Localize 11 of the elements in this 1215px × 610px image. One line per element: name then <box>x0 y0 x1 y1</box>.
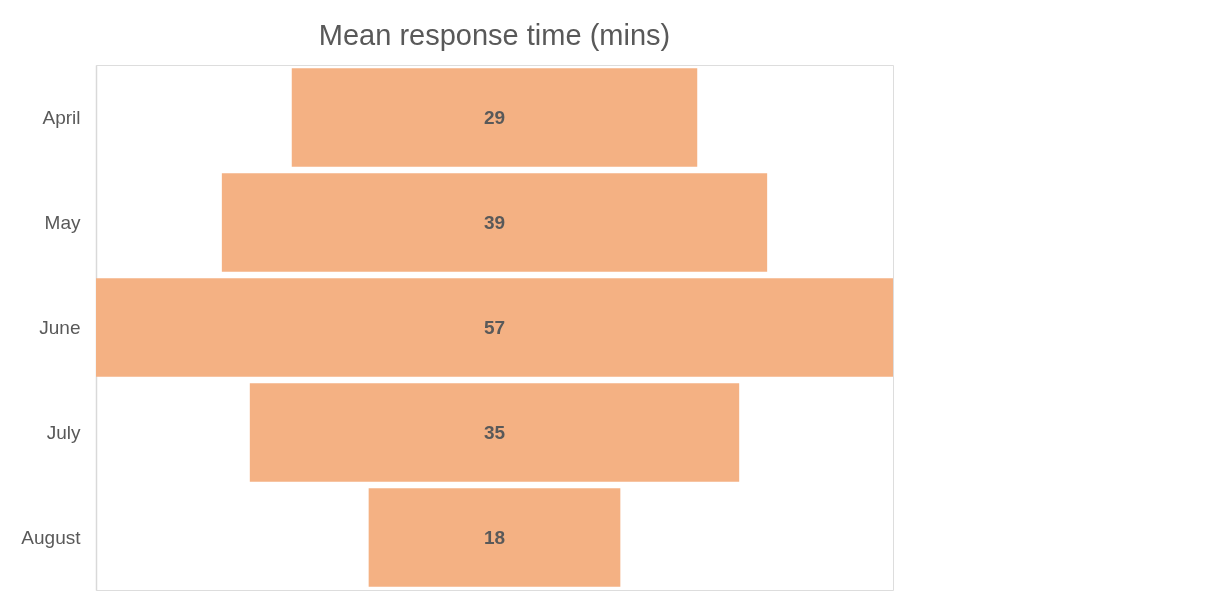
data-label: 39 <box>483 211 506 233</box>
category-label: April <box>42 106 81 128</box>
category-label: May <box>44 211 81 233</box>
data-label: 57 <box>483 316 506 338</box>
data-label: 29 <box>483 106 506 128</box>
data-label: 35 <box>483 421 506 443</box>
category-label: July <box>46 421 81 443</box>
category-label: August <box>21 526 82 548</box>
text: Mean response time (mins) <box>318 19 671 51</box>
category-label: June <box>39 316 81 338</box>
data-label: 18 <box>483 526 506 548</box>
